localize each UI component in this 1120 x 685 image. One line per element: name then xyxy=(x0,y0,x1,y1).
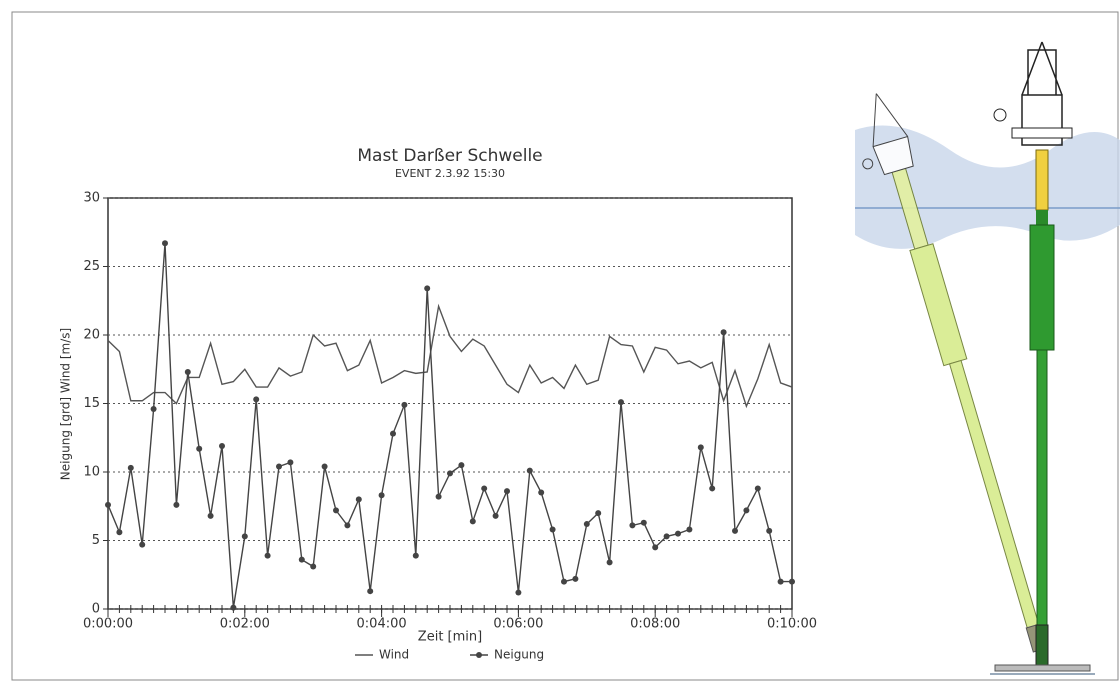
series-line xyxy=(108,243,792,607)
data-point xyxy=(458,462,464,468)
data-point xyxy=(755,485,761,491)
data-point xyxy=(230,605,236,611)
data-point xyxy=(493,513,499,519)
data-point xyxy=(105,502,111,508)
data-point xyxy=(550,527,556,533)
data-point xyxy=(208,513,214,519)
data-point xyxy=(116,529,122,535)
data-point xyxy=(390,431,396,437)
x-tick-label: 0:00:00 xyxy=(83,617,133,632)
data-point xyxy=(162,240,168,246)
y-tick-label: 10 xyxy=(83,465,100,480)
series-line xyxy=(108,306,792,406)
y-tick-label: 15 xyxy=(83,396,100,411)
data-point xyxy=(379,492,385,498)
data-point xyxy=(527,468,533,474)
data-point xyxy=(709,485,715,491)
data-point xyxy=(766,528,772,534)
data-point xyxy=(732,528,738,534)
data-point xyxy=(413,553,419,559)
data-point xyxy=(675,531,681,537)
data-point xyxy=(538,490,544,496)
data-point xyxy=(344,522,350,528)
mast-illustration xyxy=(845,42,1120,674)
data-point xyxy=(139,542,145,548)
data-point xyxy=(789,579,795,585)
data-point xyxy=(481,485,487,491)
data-point xyxy=(276,464,282,470)
data-point xyxy=(607,559,613,565)
data-point xyxy=(470,518,476,524)
x-tick-label: 0:04:00 xyxy=(357,617,407,632)
y-tick-label: 5 xyxy=(92,533,100,548)
data-point xyxy=(265,553,271,559)
y-tick-label: 25 xyxy=(83,259,100,274)
data-point xyxy=(356,496,362,502)
data-point xyxy=(424,285,430,291)
y-tick-label: 0 xyxy=(92,602,100,617)
data-point xyxy=(299,557,305,563)
data-point xyxy=(572,576,578,582)
data-point xyxy=(196,446,202,452)
data-point xyxy=(322,464,328,470)
data-point xyxy=(686,527,692,533)
y-tick-label: 30 xyxy=(83,191,100,206)
data-point xyxy=(743,507,749,513)
data-point xyxy=(584,521,590,527)
chart-title: Mast Darßer Schwelle xyxy=(357,146,542,166)
data-point xyxy=(652,544,658,550)
legend-label: Wind xyxy=(379,648,409,662)
x-tick-label: 0:08:00 xyxy=(630,617,680,632)
page: {"chart_data": {"type": "line", "title":… xyxy=(0,0,1120,681)
legend-marker xyxy=(476,652,482,658)
data-point xyxy=(561,579,567,585)
data-point xyxy=(436,494,442,500)
data-point xyxy=(618,399,624,405)
data-point xyxy=(185,369,191,375)
data-point xyxy=(310,564,316,570)
data-point xyxy=(253,396,259,402)
data-point xyxy=(664,533,670,539)
data-point xyxy=(173,502,179,508)
x-tick-label: 0:10:00 xyxy=(767,617,817,632)
data-point xyxy=(447,470,453,476)
y-axis-label: Neigung [grd] Wind [m/s] xyxy=(59,328,73,480)
data-point xyxy=(504,488,510,494)
data-point xyxy=(367,588,373,594)
data-point xyxy=(778,579,784,585)
data-point xyxy=(515,590,521,596)
data-point xyxy=(698,444,704,450)
data-point xyxy=(242,533,248,539)
data-point xyxy=(595,510,601,516)
legend-label: Neigung xyxy=(494,648,544,662)
y-tick-label: 20 xyxy=(83,328,100,343)
data-point xyxy=(151,406,157,412)
x-axis-label: Zeit [min] xyxy=(418,630,482,645)
data-point xyxy=(641,520,647,526)
x-tick-label: 0:06:00 xyxy=(493,617,543,632)
x-tick-label: 0:02:00 xyxy=(220,617,270,632)
data-point xyxy=(721,329,727,335)
data-point xyxy=(128,465,134,471)
chart-subtitle: EVENT 2.3.92 15:30 xyxy=(395,167,505,180)
data-point xyxy=(287,459,293,465)
figure: Mast Darßer Schwelle EVENT 2.3.92 15:30 … xyxy=(0,0,1120,681)
data-point xyxy=(401,402,407,408)
data-point xyxy=(629,522,635,528)
data-point xyxy=(333,507,339,513)
data-point xyxy=(219,443,225,449)
